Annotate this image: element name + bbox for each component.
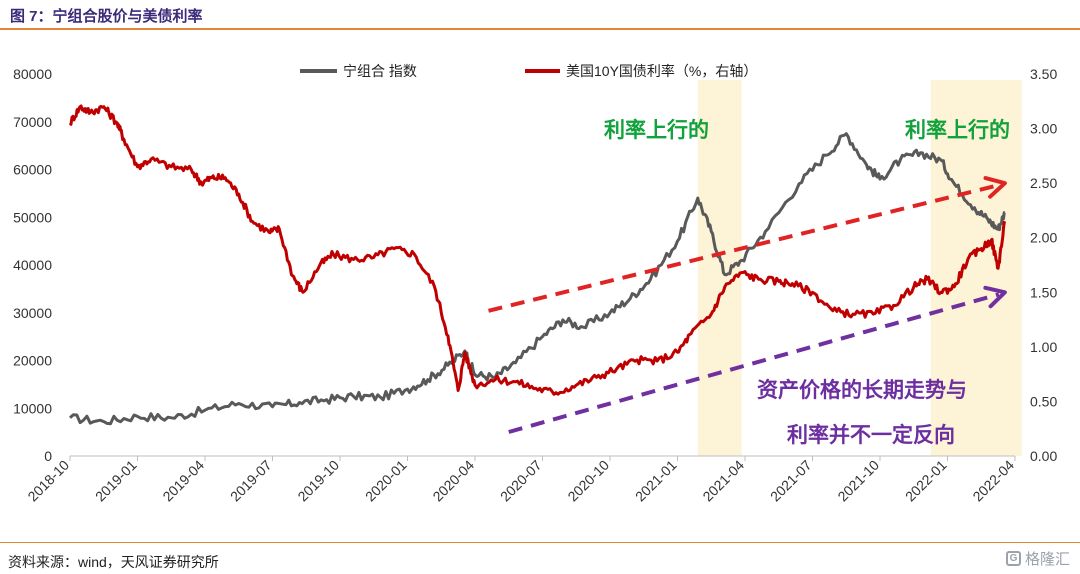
highlight-band-2 bbox=[930, 80, 1022, 456]
y-right-tick-label: 0.00 bbox=[1030, 448, 1057, 464]
watermark-logo: G 格隆汇 bbox=[1005, 548, 1070, 569]
figure-title: 图 7：宁组合股价与美债利率 bbox=[10, 8, 203, 25]
y-right-tick-label: 1.00 bbox=[1030, 339, 1057, 355]
x-tick-label: 2022-04 bbox=[969, 457, 1017, 505]
footer-divider bbox=[0, 542, 1080, 543]
y-left-tick-label: 50000 bbox=[13, 209, 52, 225]
annotation-rising-rate-1: 利率上行的 bbox=[604, 118, 709, 142]
series-lines bbox=[68, 104, 1007, 426]
x-tick-label: 2020-10 bbox=[564, 457, 612, 505]
x-tick-label: 2021-04 bbox=[699, 457, 747, 505]
y-left-tick-label: 10000 bbox=[13, 400, 52, 416]
y-right-tick-label: 0.50 bbox=[1030, 393, 1057, 409]
x-tick-label: 2021-07 bbox=[767, 457, 815, 505]
watermark-text: 格隆汇 bbox=[1024, 551, 1070, 568]
header-divider bbox=[0, 28, 1080, 30]
y-right-tick-label: 3.00 bbox=[1030, 121, 1057, 137]
highlight-band-1 bbox=[697, 80, 742, 456]
y-left-tick-label: 30000 bbox=[13, 305, 52, 321]
trend-arrow-line-2 bbox=[508, 292, 1000, 434]
annotation-rising-rate-2: 利率上行的 bbox=[905, 118, 1010, 142]
series-line-us10y-yield bbox=[68, 104, 1007, 396]
x-tick-label: 2019-01 bbox=[92, 457, 140, 505]
y-left-tick-label: 20000 bbox=[13, 353, 52, 369]
y-left-tick-label: 70000 bbox=[13, 114, 52, 130]
trend-arrow-line-1 bbox=[488, 183, 1000, 313]
trend-arrow-head-2 bbox=[983, 285, 1007, 309]
source-note: 资料来源：wind，天风证券研究所 bbox=[8, 554, 219, 570]
legend-label-ust: 美国10Y国债利率（%，右轴） bbox=[566, 63, 757, 79]
x-tick-label: 2020-07 bbox=[497, 457, 545, 505]
y-left-tick-label: 0 bbox=[44, 448, 52, 464]
trend-arrow-head-1 bbox=[983, 176, 1007, 199]
y-left-tick-label: 80000 bbox=[13, 66, 52, 82]
y-right-tick-label: 1.50 bbox=[1030, 284, 1057, 300]
x-tick-label: 2020-01 bbox=[362, 457, 410, 505]
y-left-tick-label: 40000 bbox=[13, 257, 52, 273]
y-left-tick-label: 60000 bbox=[13, 162, 52, 178]
x-tick-label: 2021-10 bbox=[834, 457, 882, 505]
y-right-tick-label: 2.00 bbox=[1030, 230, 1057, 246]
x-tick-label: 2022-01 bbox=[902, 457, 950, 505]
x-tick-label: 2020-04 bbox=[429, 457, 477, 505]
legend: 宁组合 指数 美国10Y国债利率（%，右轴） bbox=[300, 63, 757, 79]
y-right-tick-label: 3.50 bbox=[1030, 66, 1057, 82]
legend-label-ning: 宁组合 指数 bbox=[343, 63, 417, 79]
x-tick-label: 2019-10 bbox=[294, 457, 342, 505]
annotation-conclusion-2: 利率并不一定反向 bbox=[787, 423, 955, 447]
highlight-bands bbox=[697, 80, 1022, 456]
x-tick-label: 2019-04 bbox=[159, 457, 207, 505]
x-tick-label: 2019-07 bbox=[227, 457, 275, 505]
x-tick-label: 2021-01 bbox=[632, 457, 680, 505]
trend-arrows bbox=[488, 176, 1007, 434]
logo-icon: G bbox=[1005, 551, 1021, 566]
y-right-tick-label: 2.50 bbox=[1030, 175, 1057, 191]
series-line-ning-index bbox=[69, 132, 1006, 426]
annotation-conclusion-1: 资产价格的长期走势与 bbox=[757, 378, 967, 402]
